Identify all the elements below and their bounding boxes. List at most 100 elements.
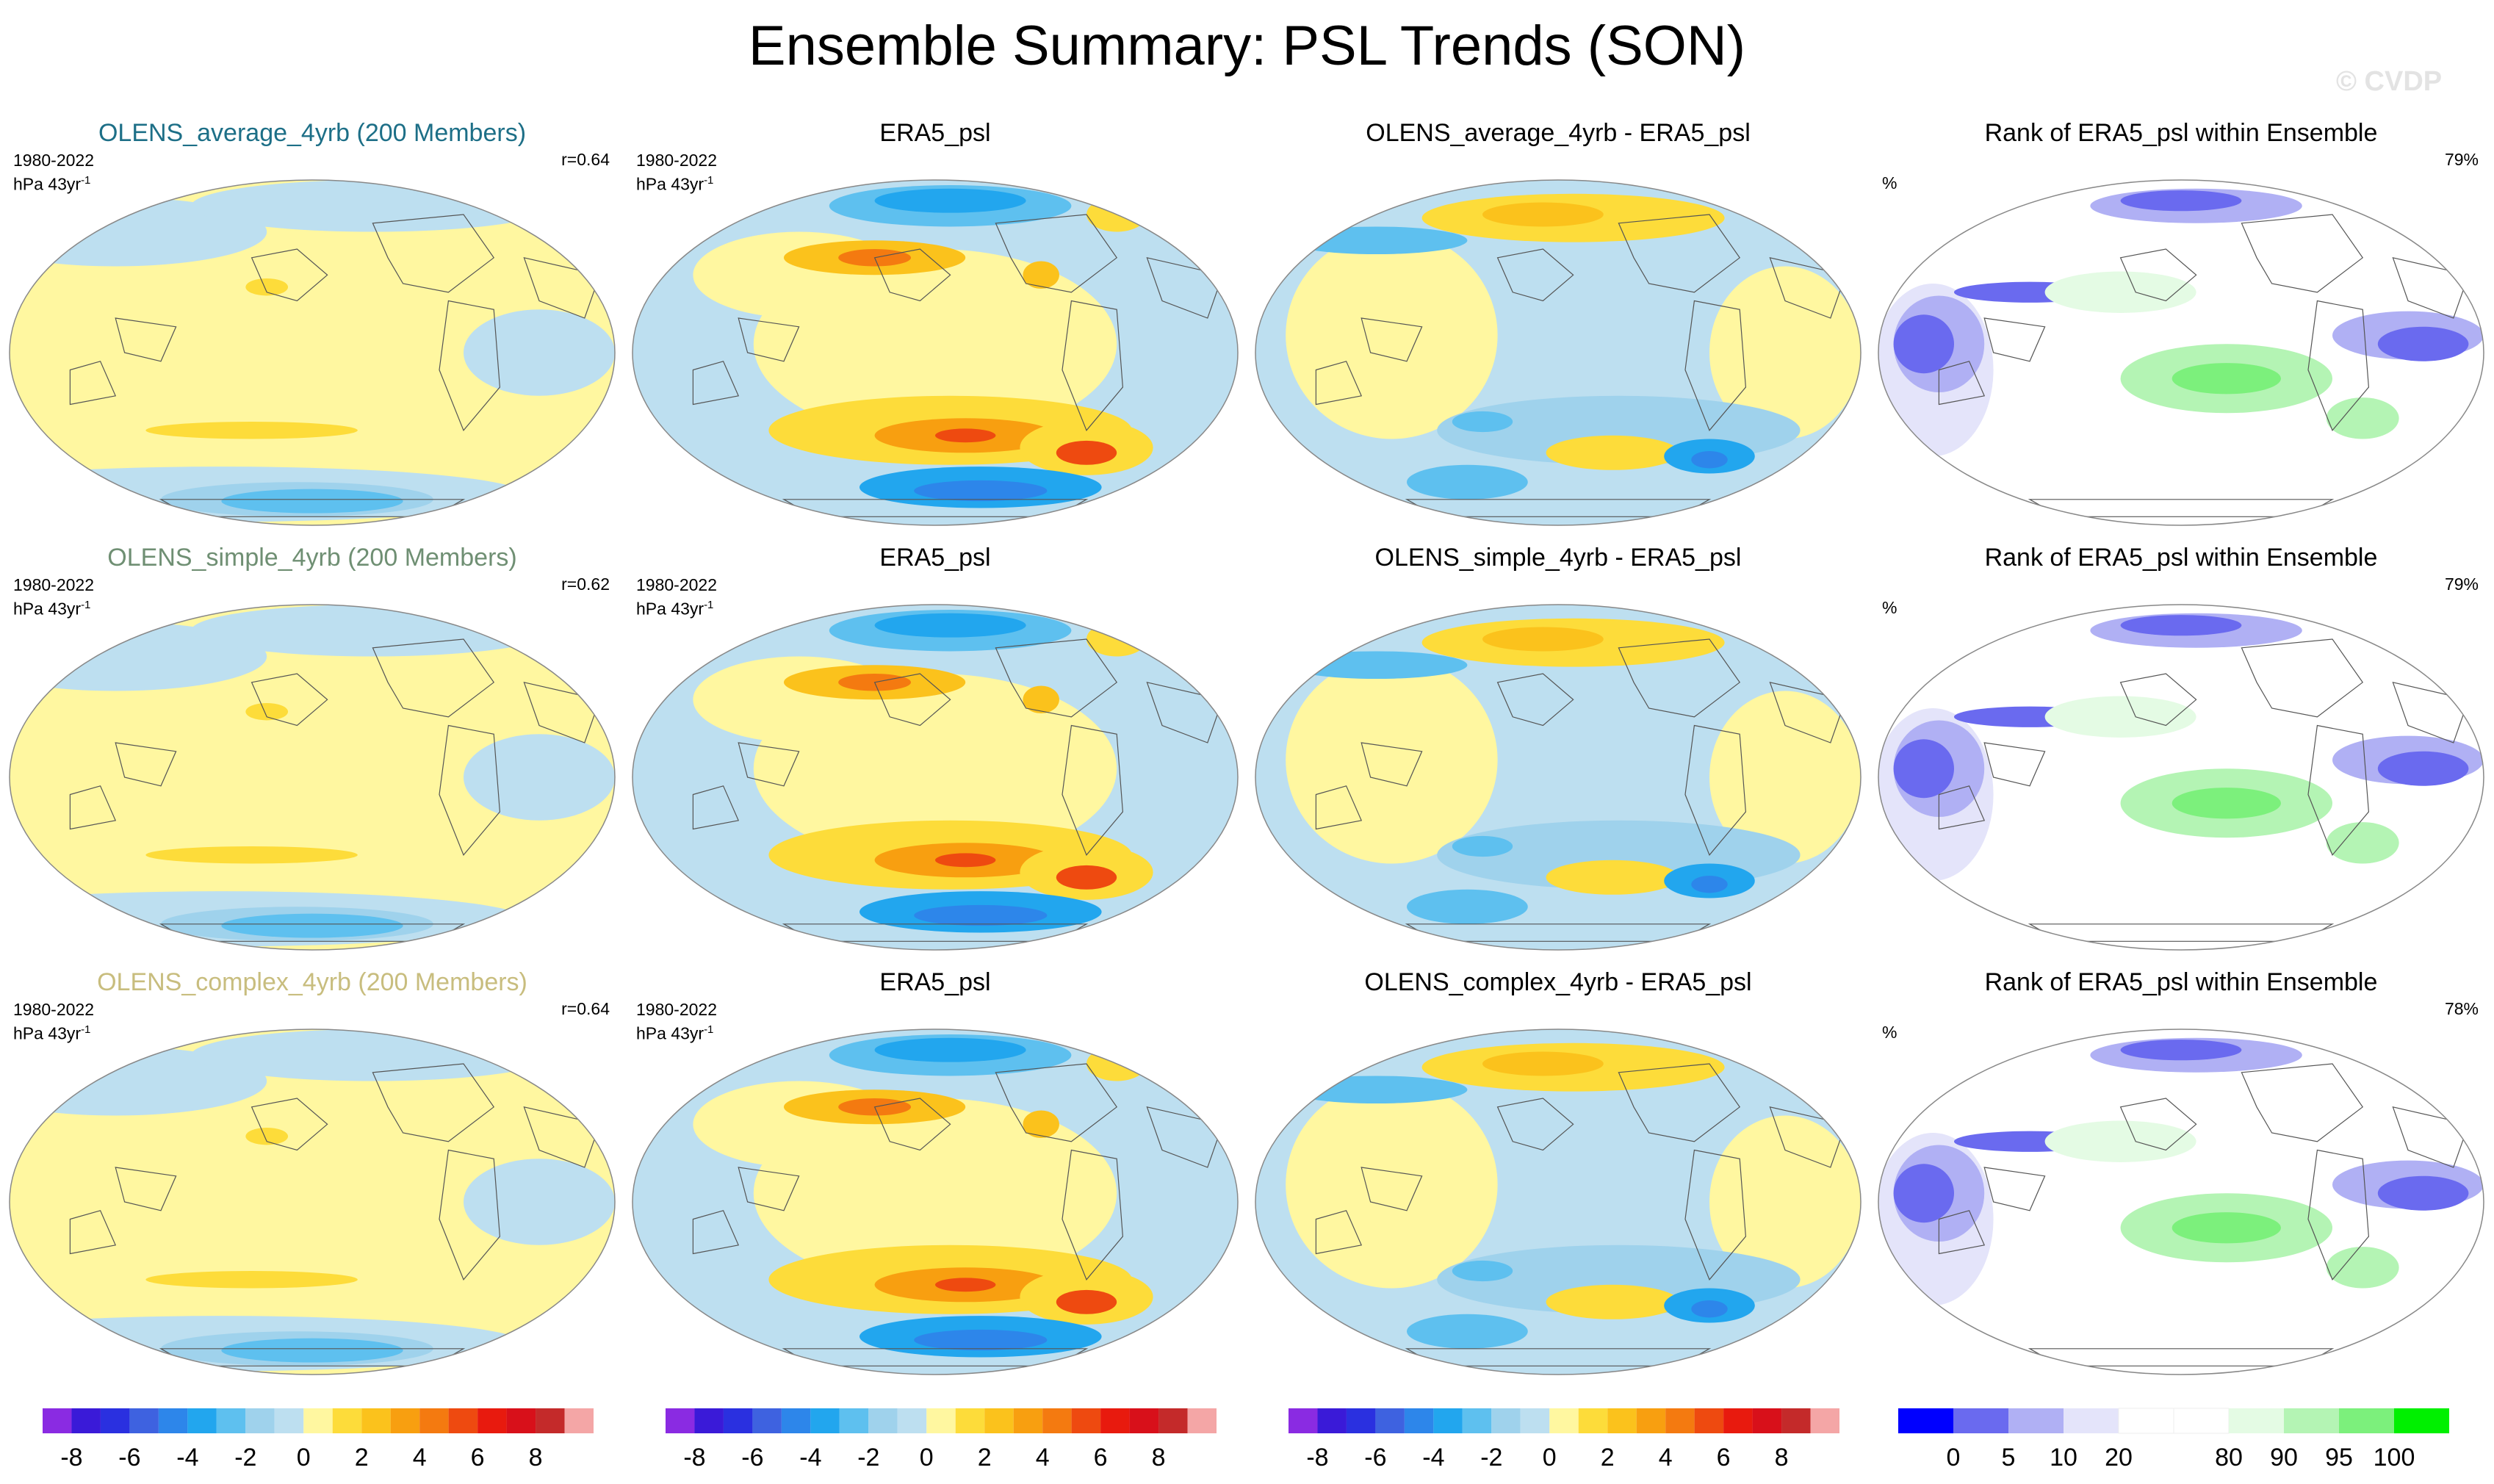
colorbar-swatch <box>1781 1408 1811 1433</box>
coastline <box>1062 1149 1124 1281</box>
panel-title: Rank of ERA5_psl within Ensemble <box>1984 968 2378 996</box>
contour-region <box>1286 651 1468 680</box>
colorbar-tick-label: -4 <box>176 1444 198 1472</box>
colorbar-swatch <box>666 1408 695 1433</box>
map-outline <box>1878 1029 2484 1375</box>
colorbar-swatch <box>2394 1408 2449 1433</box>
coastline <box>1983 317 2046 362</box>
map-field <box>1878 605 2484 950</box>
coastline <box>1496 673 1574 727</box>
colorbar-swatch <box>2229 1408 2284 1433</box>
colorbar-swatch <box>129 1408 159 1433</box>
coastline <box>738 1167 800 1211</box>
percent-unit-label: % <box>1882 598 1897 617</box>
map-svg <box>1878 604 2484 951</box>
coastline <box>1496 248 1574 302</box>
colorbar-swatch <box>158 1408 188 1433</box>
colorbar-swatch <box>2118 1408 2174 1434</box>
panel-title: OLENS_average_4yrb (200 Members) <box>98 119 527 147</box>
contour-region <box>1893 739 1954 799</box>
map-outline <box>1255 179 1862 526</box>
contour-region <box>1482 1051 1604 1076</box>
contour-region <box>935 1278 996 1292</box>
colorbar-swatch <box>2339 1408 2394 1433</box>
rank-percent: 79% <box>2444 150 2479 169</box>
map-outline <box>632 1029 1239 1375</box>
contour-region <box>1691 875 1728 893</box>
map-outline <box>9 1029 616 1375</box>
contour-region <box>1286 656 1498 864</box>
coastline <box>1360 1167 1423 1211</box>
colorbar-tick-label: 6 <box>471 1444 485 1472</box>
coastline <box>1618 214 1741 293</box>
colorbar-swatch <box>506 1408 536 1433</box>
coastline <box>115 1167 177 1211</box>
colorbar-tick-label: 8 <box>1775 1444 1789 1472</box>
map-svg <box>1878 179 2484 526</box>
coastline <box>251 673 328 727</box>
contour-region <box>245 278 289 296</box>
colorbar-swatch <box>361 1408 391 1433</box>
colorbar-swatch <box>303 1408 333 1433</box>
coastline <box>2241 214 2364 293</box>
contour-region <box>1407 889 1528 924</box>
colorbar-swatch <box>274 1408 304 1433</box>
contour-region <box>1407 1314 1528 1349</box>
map-field <box>1255 1029 1861 1375</box>
colorbar-swatch <box>1694 1408 1724 1433</box>
colorbar-swatch <box>477 1408 507 1433</box>
coastline <box>995 1063 1118 1142</box>
colorbar-swatch <box>868 1408 898 1433</box>
panel-title: OLENS_simple_4yrb - ERA5_psl <box>1374 544 1742 572</box>
percent-unit-label: % <box>1882 173 1897 192</box>
contour-region <box>1056 865 1117 890</box>
trend-colorbar: -8 -6 -4 -2 0 2 4 6 8 <box>1246 1407 1870 1473</box>
colorbar-swatch <box>1462 1408 1492 1433</box>
coastline <box>439 1149 501 1281</box>
period-label: 1980-2022 <box>636 1000 717 1019</box>
coastline <box>372 1063 495 1142</box>
colorbar-tick-label: -2 <box>857 1444 879 1472</box>
colorbar-tick-label: 80 <box>2215 1444 2243 1472</box>
map-panel: OLENS_simple_4yrb (200 Members) 1980-2022… <box>0 542 624 954</box>
contour-region <box>1893 1164 1954 1223</box>
colorbar-swatch <box>216 1408 246 1433</box>
colorbar-swatch <box>390 1408 420 1433</box>
coastline <box>2307 1149 2370 1281</box>
contour-region <box>1452 835 1513 857</box>
colorbar-tick-label: 5 <box>2002 1444 2016 1472</box>
map-svg <box>1255 179 1862 526</box>
contour-region <box>1286 1076 1468 1104</box>
rank-percent: 78% <box>2444 999 2479 1018</box>
coastline <box>1983 742 2046 787</box>
contour-region <box>1023 1110 1059 1139</box>
colorbar-tick-label: -8 <box>683 1444 705 1472</box>
colorbar-swatch <box>1953 1408 2008 1433</box>
contour-region <box>1546 435 1679 470</box>
colorbar-swatch <box>2008 1408 2064 1433</box>
period-label: 1980-2022 <box>636 151 717 170</box>
colorbar-tick-label: 2 <box>1601 1444 1615 1472</box>
contour-region <box>2326 397 2399 439</box>
coastline <box>1684 724 1747 856</box>
map-panel: OLENS_average_4yrb - ERA5_psl <box>1246 118 1870 529</box>
coastline <box>1496 1098 1574 1151</box>
colorbar-swatch <box>1723 1408 1753 1433</box>
colorbar-swatch <box>536 1408 565 1433</box>
map-field <box>1878 1029 2484 1375</box>
map-panel: OLENS_complex_4yrb (200 Members) 1980-202… <box>0 967 624 1378</box>
map-outline <box>9 179 616 526</box>
colorbar-tick-label: 20 <box>2105 1444 2133 1472</box>
colorbar-swatch <box>1810 1408 1839 1433</box>
coastline <box>738 317 800 362</box>
contour-region <box>2377 751 2469 786</box>
panel-period-units: 1980-2022 hPa 43yr-1 <box>13 999 94 1044</box>
colorbar-swatch <box>694 1408 724 1433</box>
contour-region <box>145 846 358 864</box>
colorbar-swatch <box>1317 1408 1347 1433</box>
map-svg <box>632 604 1239 951</box>
colorbar-tick-label: -2 <box>1480 1444 1502 1472</box>
units-label: hPa 43yr <box>13 1023 82 1043</box>
map-panel: OLENS_simple_4yrb - ERA5_psl <box>1246 542 1870 954</box>
contour-region <box>10 1081 615 1289</box>
